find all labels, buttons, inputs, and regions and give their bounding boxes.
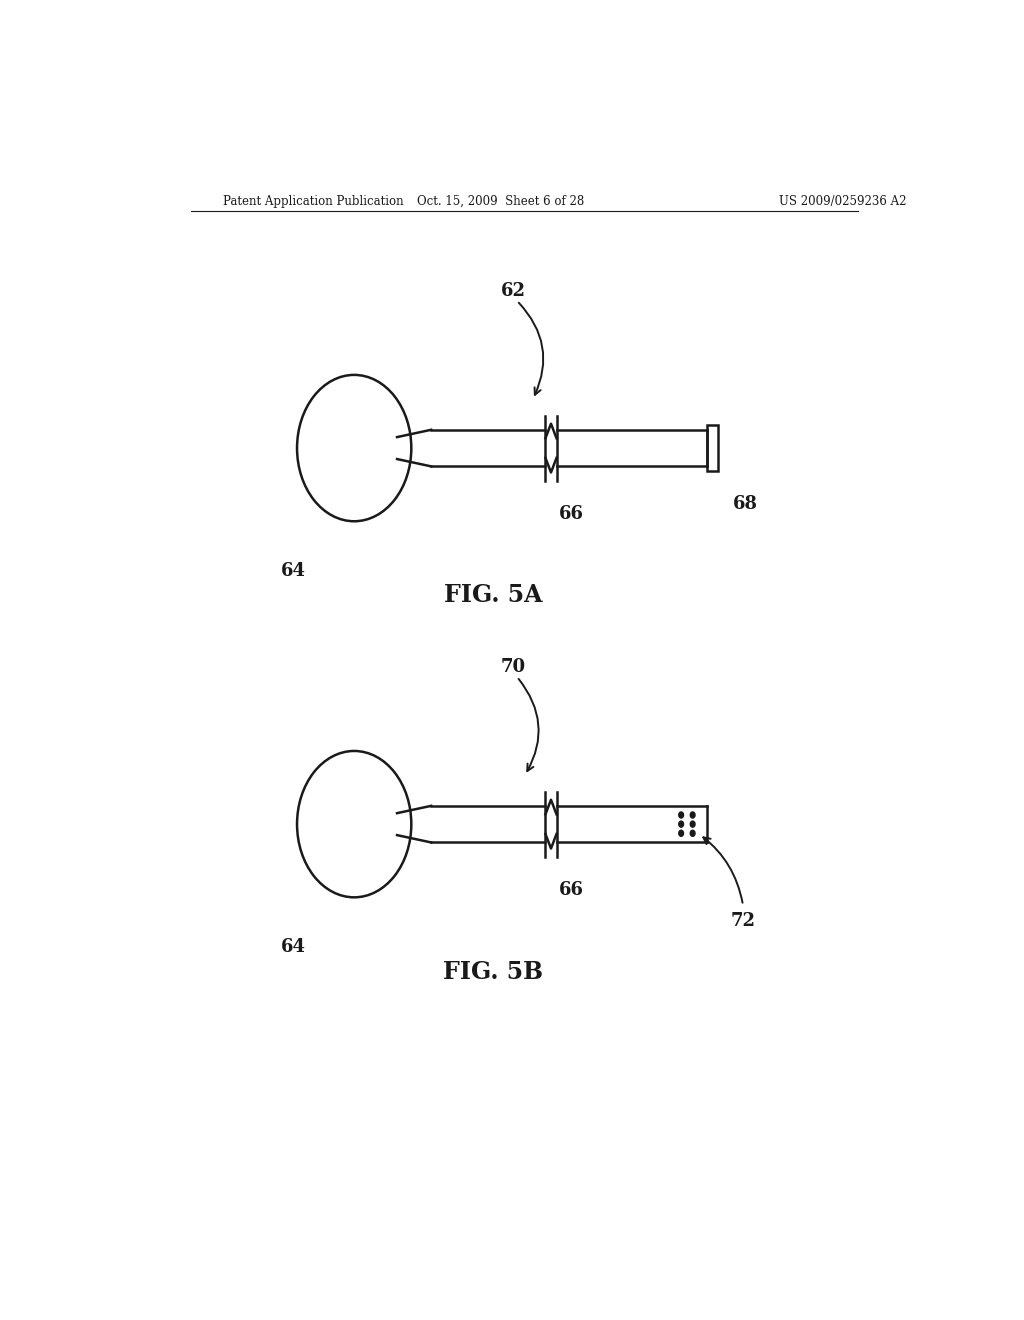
Text: 70: 70 <box>501 657 526 676</box>
Text: FIG. 5B: FIG. 5B <box>443 960 543 983</box>
Text: 66: 66 <box>559 506 584 523</box>
Text: US 2009/0259236 A2: US 2009/0259236 A2 <box>778 194 906 207</box>
Text: 64: 64 <box>281 939 305 956</box>
Text: FIG. 5A: FIG. 5A <box>443 583 543 607</box>
Text: 64: 64 <box>281 562 305 579</box>
Circle shape <box>679 830 684 837</box>
Text: Oct. 15, 2009  Sheet 6 of 28: Oct. 15, 2009 Sheet 6 of 28 <box>418 194 585 207</box>
Bar <box>708 425 719 471</box>
Circle shape <box>679 821 684 828</box>
Circle shape <box>690 821 695 828</box>
Text: 72: 72 <box>730 912 756 929</box>
Circle shape <box>690 812 695 818</box>
Text: 68: 68 <box>733 495 758 513</box>
Circle shape <box>679 812 684 818</box>
Text: Patent Application Publication: Patent Application Publication <box>223 194 403 207</box>
Text: 62: 62 <box>501 281 526 300</box>
Circle shape <box>690 830 695 837</box>
Text: 66: 66 <box>559 882 584 899</box>
